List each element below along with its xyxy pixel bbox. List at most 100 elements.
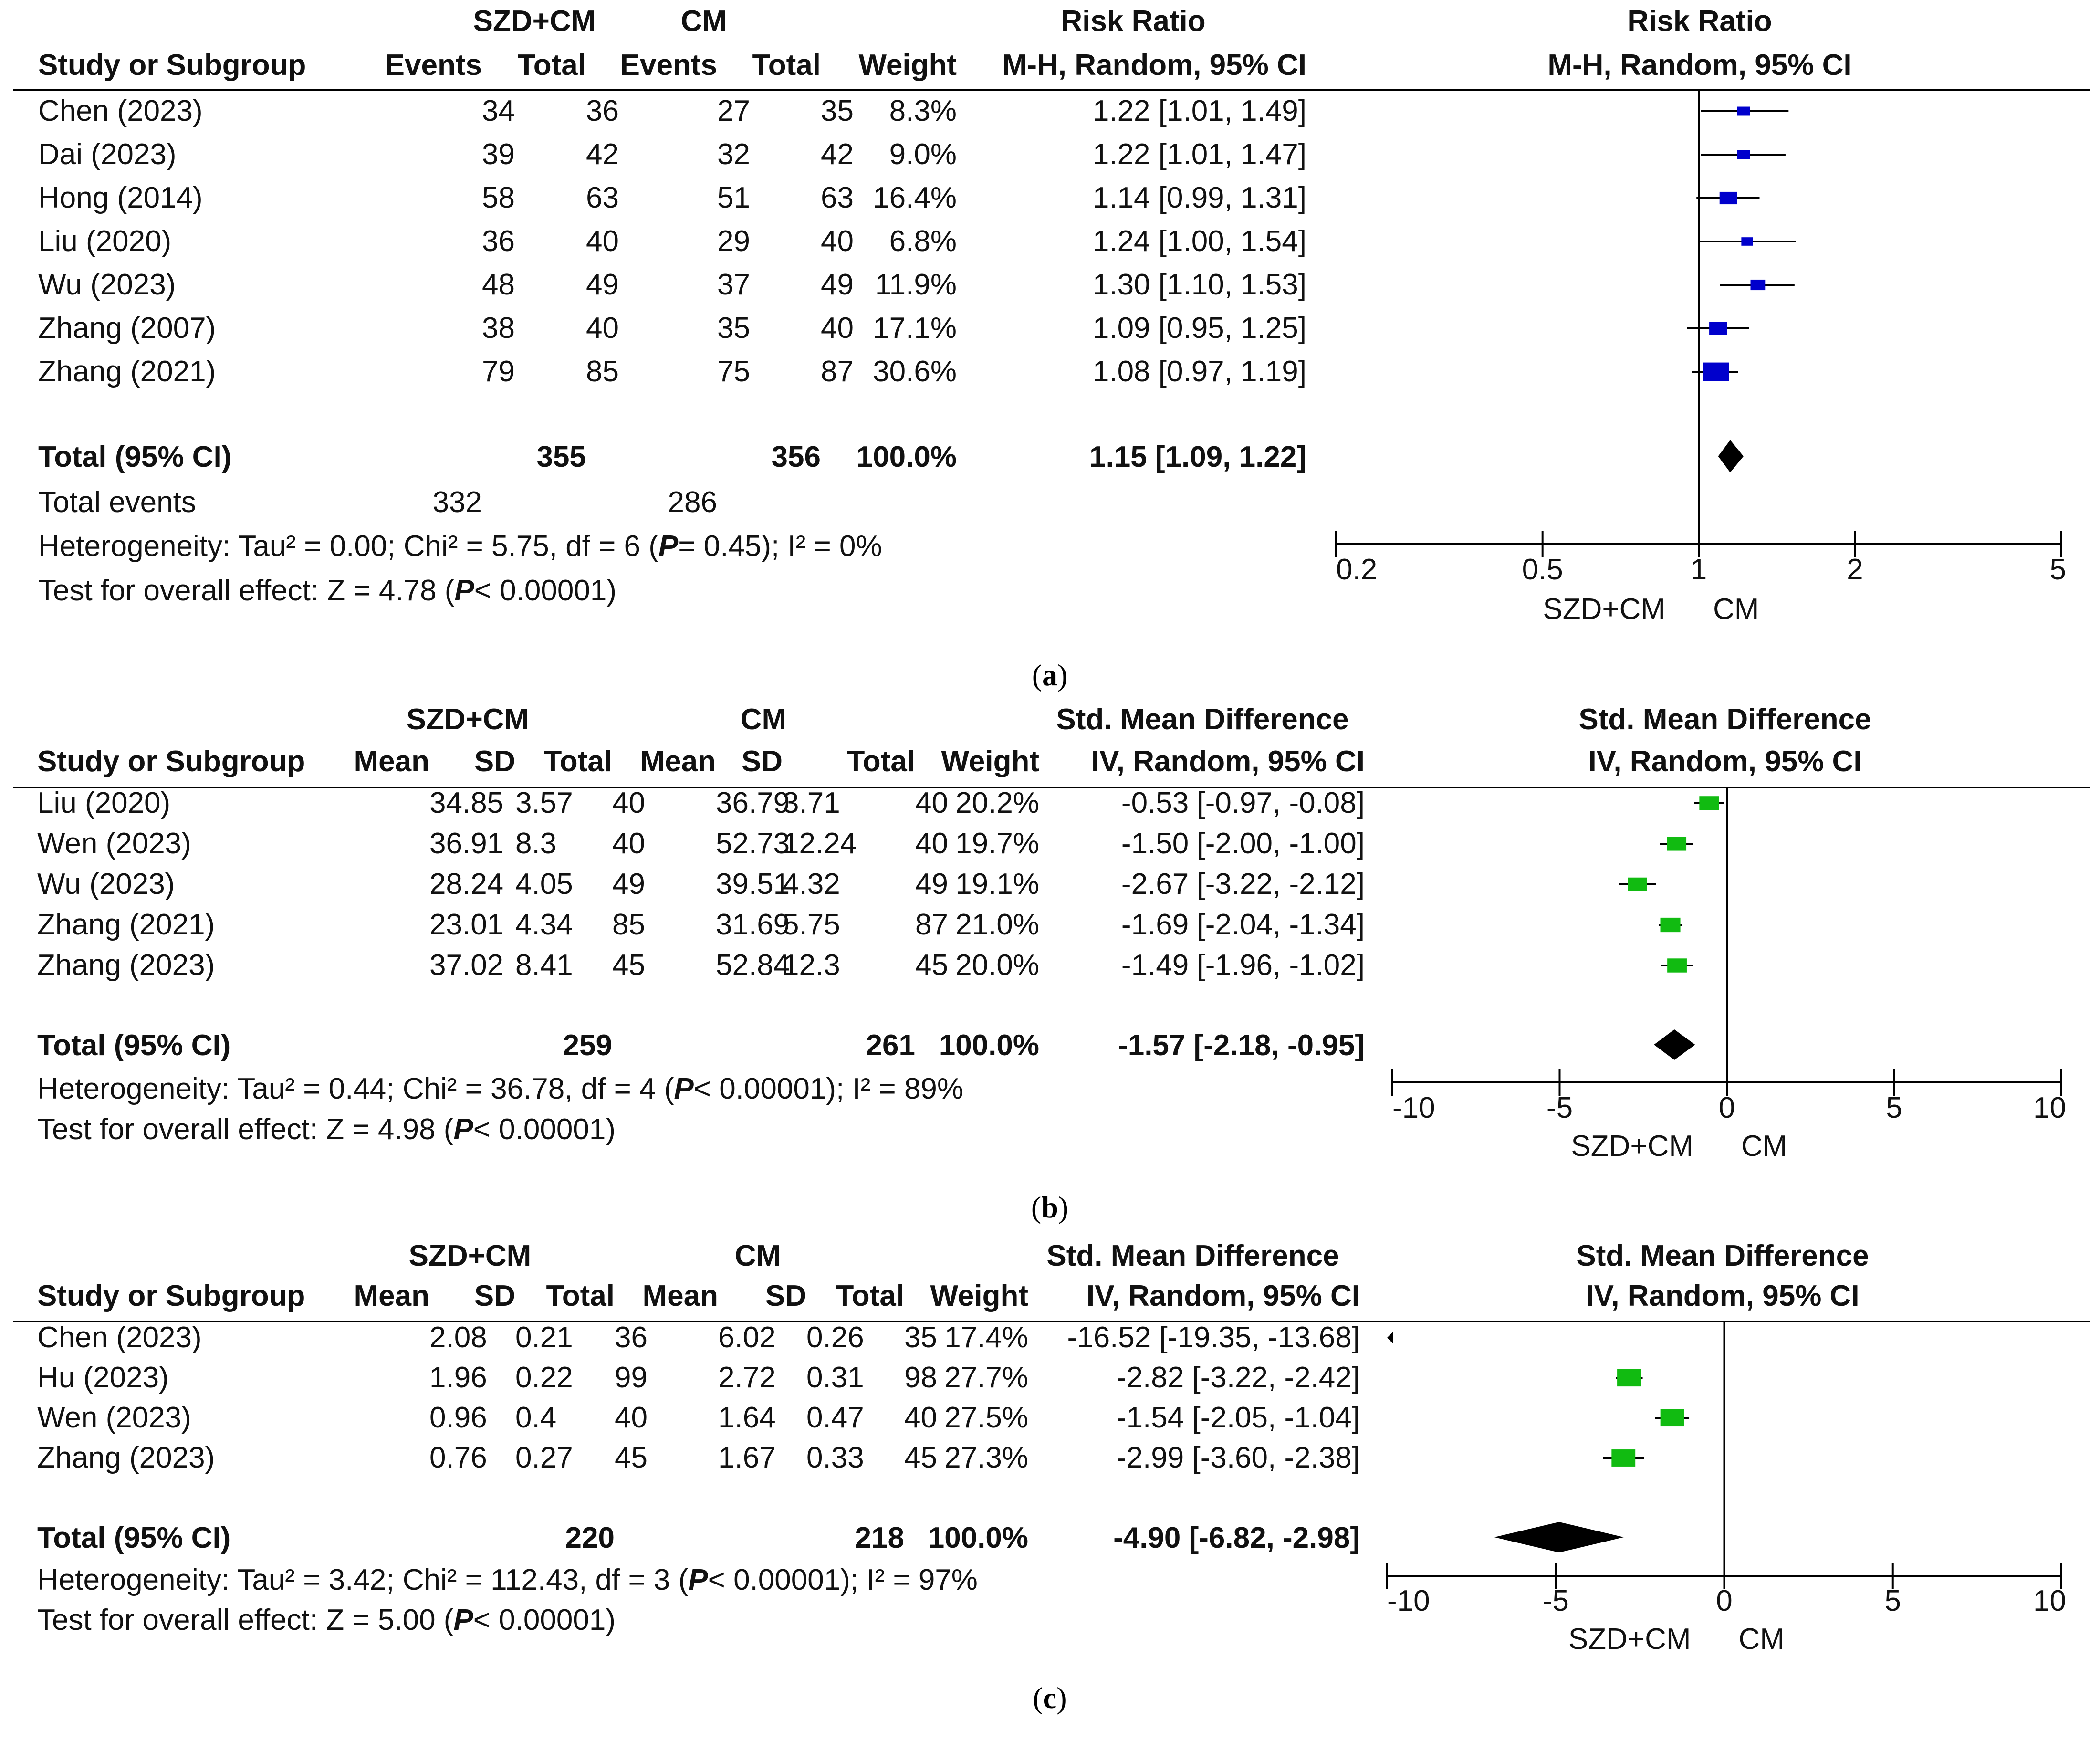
column-header-study: Study or Subgroup: [38, 49, 306, 82]
table-cell-weight: 27.3%: [944, 1441, 1028, 1474]
x-axis-tick-label: 5: [2050, 553, 2066, 586]
table-cell-ctl: 40: [821, 225, 854, 258]
favours-left-label: SZD+CM: [1568, 1623, 1691, 1656]
group-header-control: CM: [681, 5, 727, 38]
overall-effect-text: Test for overall effect: Z = 5.00 (P< 0.…: [37, 1604, 616, 1636]
table-cell-ctl: 40: [915, 787, 948, 819]
text-part-p: P: [688, 1563, 708, 1596]
text-part-pre: Heterogeneity: Tau² = 3.42; Chi² = 112.4…: [37, 1563, 689, 1596]
pooled-effect-diamond: [1654, 1029, 1695, 1060]
table-cell-ctl: 1.67: [718, 1441, 776, 1474]
x-axis-tick-label: 5: [1885, 1584, 1901, 1617]
column-header-plot: IV, Random, 95% CI: [1586, 1280, 1859, 1312]
caption-paren: ): [1058, 1190, 1068, 1224]
point-estimate-marker: [1737, 106, 1750, 116]
table-row-study-name: Zhang (2021): [38, 355, 216, 388]
total-weight: 100.0%: [928, 1521, 1028, 1554]
total-ci: -1.57 [-2.18, -0.95]: [1118, 1029, 1365, 1062]
table-cell-exp: 36.91: [429, 827, 503, 860]
table-row-study-name: Zhang (2021): [37, 908, 215, 941]
table-row-study-name: Liu (2020): [37, 787, 170, 819]
overall-effect-text: Test for overall effect: Z = 4.78 (P< 0.…: [38, 574, 616, 607]
table-cell-exp: 34.85: [429, 787, 503, 819]
table-cell-ctl: 0.33: [806, 1441, 864, 1474]
column-header-ctl: SD: [742, 745, 783, 778]
table-row-study-name: Wu (2023): [37, 868, 175, 901]
group-header-control: CM: [735, 1239, 781, 1272]
point-estimate-marker: [1617, 1369, 1641, 1387]
table-cell-exp: 45: [615, 1441, 648, 1474]
group-header-experimental: SZD+CM: [407, 703, 529, 736]
table-cell-ci: -2.67 [-3.22, -2.12]: [1121, 868, 1365, 901]
total-row-label: Total (95% CI): [37, 1521, 230, 1554]
table-cell-ctl: 87: [915, 908, 948, 941]
column-header-weight: Weight: [941, 745, 1040, 778]
table-cell-exp: 28.24: [429, 868, 503, 901]
column-header-exp: Mean: [354, 1280, 429, 1312]
column-header-ctl: Mean: [640, 745, 716, 778]
text-part-p: P: [453, 1604, 473, 1636]
table-cell-ci: -1.50 [-2.00, -1.00]: [1121, 827, 1365, 860]
column-header-ctl: Events: [620, 49, 717, 82]
text-part-pre: Test for overall effect: Z = 4.98 (: [37, 1113, 454, 1146]
point-estimate-marker: [1750, 279, 1766, 291]
table-cell-weight: 17.4%: [944, 1321, 1028, 1354]
group-header-experimental: SZD+CM: [473, 5, 596, 38]
caption-paren: (: [1031, 1190, 1041, 1224]
caption-paren: (: [1032, 658, 1042, 692]
table-cell-weight: 27.7%: [944, 1361, 1028, 1394]
table-cell-exp: 39: [482, 138, 515, 171]
group-header-plot: Std. Mean Difference: [1576, 1239, 1869, 1272]
table-cell-ctl: 49: [821, 268, 854, 301]
group-header-statistic: Std. Mean Difference: [1046, 1239, 1339, 1272]
table-cell-exp: 99: [615, 1361, 648, 1394]
group-header-control: CM: [741, 703, 786, 736]
point-estimate-marker: [1660, 1409, 1684, 1427]
text-part-pre: Heterogeneity: Tau² = 0.00; Chi² = 5.75,…: [38, 530, 658, 563]
total-ctl-n: 218: [855, 1521, 904, 1554]
table-cell-exp: 48: [482, 268, 515, 301]
table-cell-exp: 49: [586, 268, 619, 301]
table-cell-ci: -0.53 [-0.97, -0.08]: [1121, 787, 1365, 819]
column-header-exp: Total: [544, 745, 613, 778]
table-cell-ctl: 40: [821, 312, 854, 345]
table-cell-ctl: 29: [717, 225, 750, 258]
column-header-study: Study or Subgroup: [37, 745, 305, 778]
table-cell-ctl: 0.47: [806, 1401, 864, 1434]
total-exp-n: 259: [563, 1029, 612, 1062]
table-cell-weight: 16.4%: [873, 181, 957, 214]
table-cell-ctl: 87: [821, 355, 854, 388]
table-cell-exp: 40: [615, 1401, 648, 1434]
table-cell-ci: -16.52 [-19.35, -13.68]: [1067, 1321, 1360, 1354]
table-cell-exp: 3.57: [515, 787, 573, 819]
table-cell-exp: 0.4: [515, 1401, 556, 1434]
point-estimate-marker: [1703, 362, 1729, 381]
table-cell-exp: 0.96: [429, 1401, 487, 1434]
text-part-p: P: [454, 574, 474, 607]
total-exp-n: 355: [537, 440, 586, 473]
table-row-study-name: Liu (2020): [38, 225, 171, 258]
table-cell-ci: 1.08 [0.97, 1.19]: [1093, 355, 1306, 388]
column-header-statistic: M-H, Random, 95% CI: [1003, 49, 1306, 82]
table-cell-ctl: 63: [821, 181, 854, 214]
column-header-ctl: Mean: [643, 1280, 718, 1312]
column-header-exp: Total: [518, 49, 586, 82]
column-header-study: Study or Subgroup: [37, 1280, 305, 1312]
table-cell-ci: -1.54 [-2.05, -1.04]: [1117, 1401, 1360, 1434]
table-cell-ctl: 36.79: [716, 787, 790, 819]
table-cell-ctl: 98: [904, 1361, 937, 1394]
table-cell-exp: 4.34: [515, 908, 573, 941]
table-cell-ctl: 37: [717, 268, 750, 301]
table-cell-exp: 37.02: [429, 949, 503, 982]
table-cell-ctl: 42: [821, 138, 854, 171]
table-cell-exp: 49: [612, 868, 645, 901]
table-row-study-name: Zhang (2023): [37, 1441, 215, 1474]
table-cell-ctl: 51: [717, 181, 750, 214]
table-cell-ctl: 40: [915, 827, 948, 860]
table-cell-weight: 21.0%: [955, 908, 1039, 941]
column-header-plot: IV, Random, 95% CI: [1588, 745, 1861, 778]
table-cell-exp: 40: [586, 225, 619, 258]
table-cell-weight: 19.7%: [955, 827, 1039, 860]
pooled-effect-diamond: [1494, 1522, 1624, 1552]
total-ctl-n: 356: [772, 440, 821, 473]
